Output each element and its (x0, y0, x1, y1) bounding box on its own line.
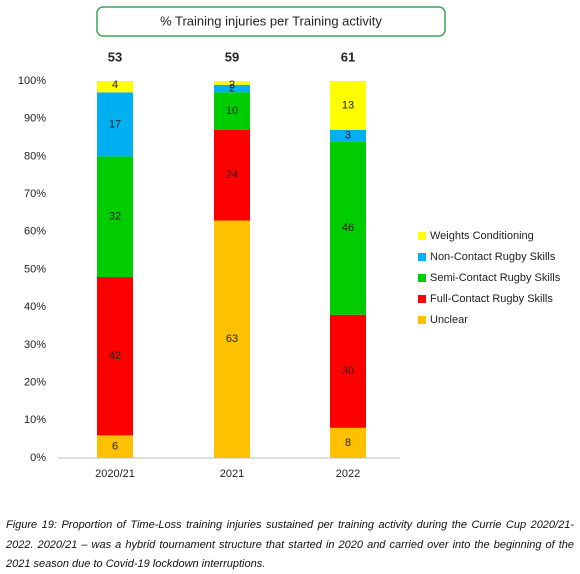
caption: Figure 19: Proportion of Time-Loss train… (6, 519, 574, 570)
bar-segment (330, 130, 366, 142)
bar-segment (330, 314, 366, 428)
legend-label: Unclear (430, 314, 468, 326)
total-label: 59 (225, 49, 239, 64)
legend-swatch (418, 316, 426, 324)
bar-segment (330, 427, 366, 458)
bar-segment (214, 92, 250, 131)
data-label: 8 (345, 437, 351, 449)
y-tick-label: 0% (30, 452, 46, 464)
x-tick-label: 2021 (220, 468, 244, 480)
bar-segment (330, 81, 366, 131)
x-tick-label: 2020/21 (95, 468, 135, 480)
chart-title: % Training injuries per Training activit… (160, 13, 382, 28)
y-tick-label: 10% (24, 414, 46, 426)
legend-swatch (418, 232, 426, 240)
y-tick-label: 50% (24, 263, 46, 275)
legend-label: Weights Conditioning (430, 230, 534, 242)
y-tick-label: 20% (24, 377, 46, 389)
y-tick-label: 60% (24, 226, 46, 238)
data-label: 63 (226, 333, 238, 345)
data-label: 4 (112, 79, 118, 91)
data-label: 2 (229, 79, 235, 91)
bar-segment (97, 435, 133, 458)
legend-label: Non-Contact Rugby Skills (430, 251, 556, 263)
y-tick-label: 40% (24, 301, 46, 313)
bar-segment (214, 130, 250, 221)
bar-segment (97, 156, 133, 278)
chart: % Training injuries per Training activit… (18, 6, 561, 480)
data-label: 13 (342, 99, 354, 111)
y-tick-label: 30% (24, 339, 46, 351)
bar-segment (214, 220, 250, 458)
legend-label: Full-Contact Rugby Skills (430, 293, 553, 305)
y-tick-label: 90% (24, 113, 46, 125)
bar-segment (97, 92, 133, 157)
legend-swatch (418, 253, 426, 261)
data-label: 24 (226, 169, 238, 181)
x-tick-label: 2022 (336, 468, 360, 480)
bars (97, 81, 366, 458)
data-label: 46 (342, 222, 354, 234)
y-tick-label: 100% (18, 75, 46, 87)
bar-segment (214, 84, 250, 93)
legend-swatch (418, 274, 426, 282)
bar-segment (214, 81, 250, 85)
title-box (96, 6, 446, 37)
total-label: 61 (341, 49, 355, 64)
y-tick-label: 80% (24, 150, 46, 162)
data-label: 42 (109, 350, 121, 362)
data-label: 32 (109, 211, 121, 223)
data-label: 3 (345, 130, 351, 142)
bar-segment (330, 141, 366, 315)
data-label: 10 (226, 105, 238, 117)
data-label: 6 (112, 441, 118, 453)
data-label: 17 (109, 118, 121, 130)
data-label: 2 (229, 82, 235, 94)
legend-label: Semi-Contact Rugby Skills (430, 272, 561, 284)
total-label: 53 (108, 49, 122, 64)
bar-segment (97, 277, 133, 436)
bar-segment (97, 81, 133, 93)
data-label: 30 (342, 365, 354, 377)
y-tick-label: 70% (24, 188, 46, 200)
legend-swatch (418, 295, 426, 303)
